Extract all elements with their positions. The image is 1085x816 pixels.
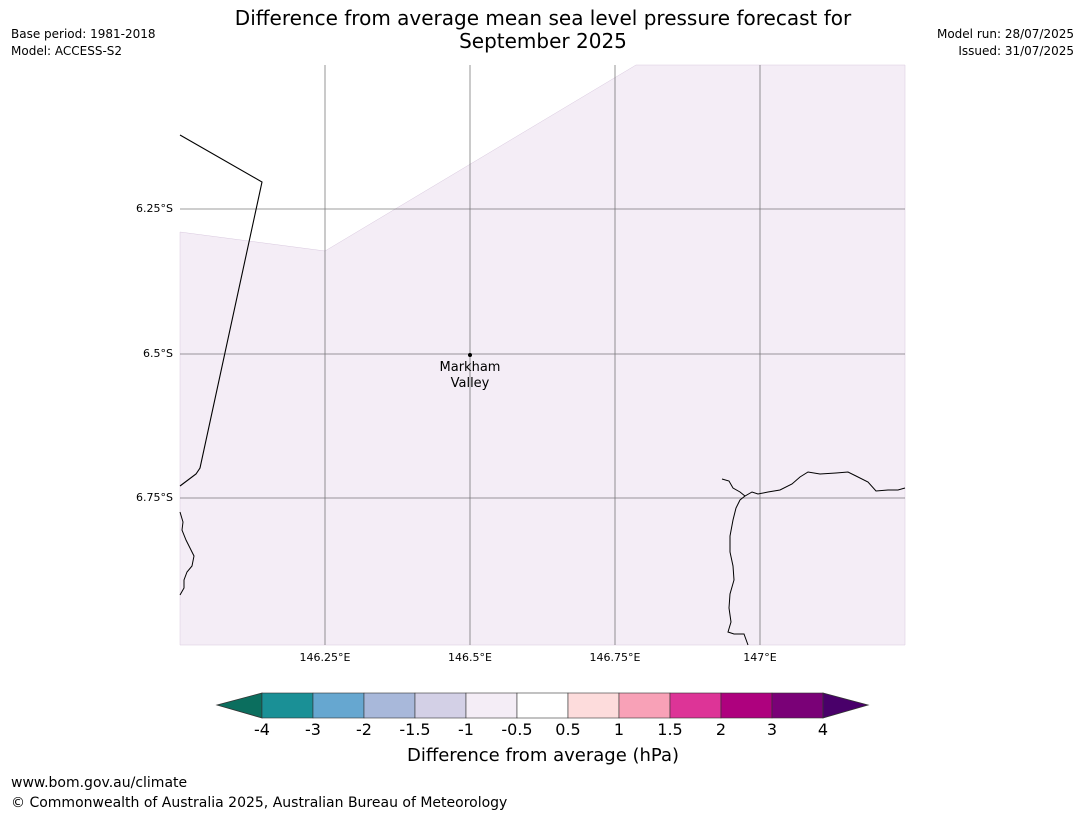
colorbar-segment bbox=[669, 692, 722, 719]
model-name: Model: ACCESS-S2 bbox=[11, 44, 123, 58]
colorbar-label: Difference from average (hPa) bbox=[406, 745, 680, 766]
place-name-line-2: Valley bbox=[450, 376, 490, 391]
longitude-label: 146.25°E bbox=[299, 651, 351, 664]
footer-copyright: © Commonwealth of Australia 2025, Austra… bbox=[11, 795, 508, 811]
colorbar-segment bbox=[363, 692, 416, 719]
graticule bbox=[180, 65, 905, 645]
colorbar-tick-label: 4 bbox=[817, 720, 829, 739]
longitude-label: 146.75°E bbox=[589, 651, 641, 664]
colorbar-segment bbox=[516, 692, 569, 719]
colorbar-segment bbox=[261, 692, 314, 719]
meta-right: Model run: 28/07/2025 Issued: 31/07/2025 bbox=[937, 26, 1074, 60]
colorbar-segment bbox=[720, 692, 773, 719]
meta-left: Base period: 1981-2018 Model: ACCESS-S2 bbox=[11, 26, 156, 60]
colorbar-under-arrow bbox=[215, 692, 263, 719]
colorbar-tick-label: -0.5 bbox=[501, 720, 533, 739]
colorbar-tick-label: 0.5 bbox=[555, 720, 581, 739]
colorbar-segment bbox=[465, 692, 518, 719]
colorbar-tick-label: -4 bbox=[254, 720, 270, 739]
longitude-label: 146.5°E bbox=[448, 651, 492, 664]
colorbar bbox=[215, 692, 870, 719]
chart-title: Difference from average mean sea level p… bbox=[143, 7, 943, 53]
place-marker bbox=[468, 353, 472, 357]
colorbar-tick-label: -2 bbox=[356, 720, 372, 739]
colorbar-tick-label: 3 bbox=[766, 720, 778, 739]
longitude-label: 147°E bbox=[743, 651, 777, 664]
colorbar-segment bbox=[618, 692, 671, 719]
title-line-1: Difference from average mean sea level p… bbox=[234, 6, 852, 30]
colorbar-segment bbox=[567, 692, 620, 719]
latitude-label: 6.5°S bbox=[143, 347, 173, 360]
boundary-line bbox=[179, 134, 263, 487]
colorbar-tick-label: -3 bbox=[305, 720, 321, 739]
forecast-map bbox=[179, 64, 906, 646]
colorbar-tick-label: 1 bbox=[613, 720, 625, 739]
place-name-line-1: Markham bbox=[439, 360, 501, 375]
latitude-label: 6.75°S bbox=[136, 491, 173, 504]
base-period: Base period: 1981-2018 bbox=[11, 27, 156, 41]
colorbar-tick-label: 1.5 bbox=[657, 720, 683, 739]
coastline-river bbox=[727, 495, 749, 646]
colorbar-segment bbox=[312, 692, 365, 719]
colorbar-segments bbox=[261, 692, 824, 719]
colorbar-segment bbox=[771, 692, 824, 719]
colorbar-segment bbox=[414, 692, 467, 719]
colorbar-tick-label: -1.5 bbox=[399, 720, 431, 739]
place-label: Markham Valley bbox=[420, 360, 520, 392]
colorbar-tick-label: -1 bbox=[458, 720, 474, 739]
colorbar-over-arrow bbox=[822, 692, 870, 719]
model-run: Model run: 28/07/2025 bbox=[936, 27, 1074, 41]
latitude-label: 6.25°S bbox=[136, 202, 173, 215]
footer-url: www.bom.gov.au/climate bbox=[11, 775, 188, 791]
title-line-2: September 2025 bbox=[459, 29, 627, 53]
issued-date: Issued: 31/07/2025 bbox=[958, 44, 1074, 58]
coastline-north-east bbox=[721, 471, 906, 497]
coastline-west bbox=[179, 511, 195, 596]
colorbar-tick-label: 2 bbox=[715, 720, 727, 739]
